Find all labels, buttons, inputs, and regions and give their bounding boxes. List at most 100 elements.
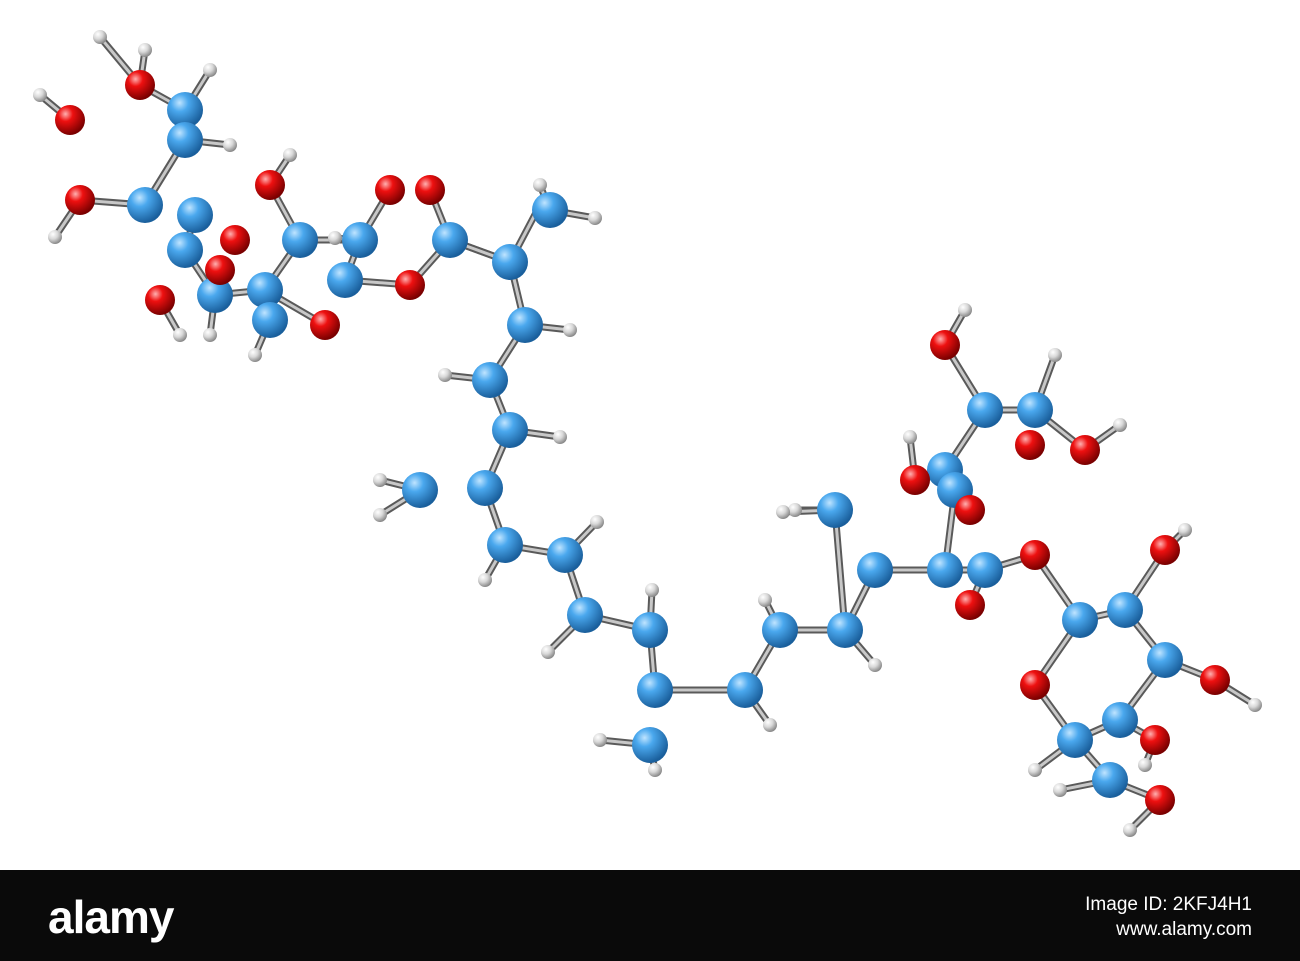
carbon-atom <box>967 552 1003 588</box>
hydrogen-atom <box>788 503 802 517</box>
hydrogen-atom <box>553 430 567 444</box>
oxygen-atom <box>955 590 985 620</box>
hydrogen-atom <box>590 515 604 529</box>
hydrogen-atom <box>438 368 452 382</box>
oxygen-atom <box>1145 785 1175 815</box>
carbon-atom <box>1017 392 1053 428</box>
carbon-atom <box>1102 702 1138 738</box>
hydrogen-atom <box>588 211 602 225</box>
carbon-atom <box>167 92 203 128</box>
hydrogen-atom <box>541 645 555 659</box>
carbon-atom <box>547 537 583 573</box>
carbon-atom <box>197 277 233 313</box>
oxygen-atom <box>1140 725 1170 755</box>
hydrogen-atom <box>593 733 607 747</box>
carbon-atom <box>492 412 528 448</box>
hydrogen-atom <box>283 148 297 162</box>
carbon-atom <box>432 222 468 258</box>
carbon-atom <box>167 232 203 268</box>
hydrogen-atom <box>776 505 790 519</box>
carbon-atom <box>532 192 568 228</box>
hydrogen-atom <box>1028 763 1042 777</box>
carbon-atom <box>402 472 438 508</box>
oxygen-atom <box>900 465 930 495</box>
carbon-atom <box>252 302 288 338</box>
carbon-atom <box>327 262 363 298</box>
hydrogen-atom <box>903 430 917 444</box>
oxygen-atom <box>65 185 95 215</box>
carbon-atom <box>1147 642 1183 678</box>
hydrogen-atom <box>1053 783 1067 797</box>
hydrogen-atom <box>93 30 107 44</box>
carbon-atom <box>282 222 318 258</box>
oxygen-atom <box>1150 535 1180 565</box>
oxygen-atom <box>220 225 250 255</box>
carbon-atom <box>177 197 213 233</box>
hydrogen-atom <box>1178 523 1192 537</box>
carbon-atom <box>127 187 163 223</box>
carbon-atom <box>817 492 853 528</box>
molecule-render <box>33 30 1262 837</box>
hydrogen-atom <box>645 583 659 597</box>
oxygen-atom <box>395 270 425 300</box>
carbon-atom <box>247 272 283 308</box>
hydrogen-atom <box>1123 823 1137 837</box>
oxygen-atom <box>1020 670 1050 700</box>
hydrogen-atom <box>138 43 152 57</box>
oxygen-atom <box>55 105 85 135</box>
hydrogen-atom <box>33 88 47 102</box>
hydrogen-atom <box>958 303 972 317</box>
hydrogen-atom <box>1048 348 1062 362</box>
hydrogen-atom <box>563 323 577 337</box>
carbon-atom <box>727 672 763 708</box>
image-id: Image ID: 2KFJ4H1 <box>1085 894 1252 915</box>
hydrogen-atom <box>763 718 777 732</box>
hydrogen-atom <box>373 508 387 522</box>
bonds <box>36 33 1259 834</box>
oxygen-atom <box>375 175 405 205</box>
carbon-atom <box>827 612 863 648</box>
carbon-atom <box>632 727 668 763</box>
image-meta: Image ID: 2KFJ4H1 www.alamy.com <box>1085 892 1252 942</box>
carbon-atom <box>1107 592 1143 628</box>
hydrogen-atom <box>173 328 187 342</box>
oxygen-atom <box>1015 430 1045 460</box>
hydrogen-atom <box>203 63 217 77</box>
hydrogen-atom <box>648 763 662 777</box>
oxygen-atom <box>930 330 960 360</box>
oxygen-atom <box>205 255 235 285</box>
carbon-atom <box>967 392 1003 428</box>
oxygen-atom <box>415 175 445 205</box>
carbon-atom <box>857 552 893 588</box>
hydrogen-atom <box>478 573 492 587</box>
bond-highlight <box>833 508 847 632</box>
hydrogen-atom <box>328 231 342 245</box>
carbon-atom <box>342 222 378 258</box>
hydrogen-atom <box>48 230 62 244</box>
carbon-atom <box>472 362 508 398</box>
carbon-atom <box>507 307 543 343</box>
hydrogen-atom <box>1248 698 1262 712</box>
carbon-atom <box>762 612 798 648</box>
hydrogen-atom <box>868 658 882 672</box>
logo: alamy <box>48 891 174 943</box>
oxygen-atom <box>145 285 175 315</box>
watermark-bar: alamy Image ID: 2KFJ4H1 www.alamy.com <box>0 870 1300 961</box>
hydrogen-atom <box>223 138 237 152</box>
hydrogen-atom <box>533 178 547 192</box>
oxygen-atom <box>125 70 155 100</box>
carbon-atom <box>467 470 503 506</box>
hydrogen-atom <box>373 473 387 487</box>
carbon-atom <box>1092 762 1128 798</box>
oxygen-atom <box>1020 540 1050 570</box>
carbon-atom <box>927 552 963 588</box>
carbon-atom <box>637 672 673 708</box>
oxygen-atom <box>955 495 985 525</box>
atoms <box>33 30 1262 837</box>
oxygen-atom <box>1200 665 1230 695</box>
carbon-atom <box>567 597 603 633</box>
hydrogen-atom <box>248 348 262 362</box>
oxygen-atom <box>255 170 285 200</box>
oxygen-atom <box>1070 435 1100 465</box>
